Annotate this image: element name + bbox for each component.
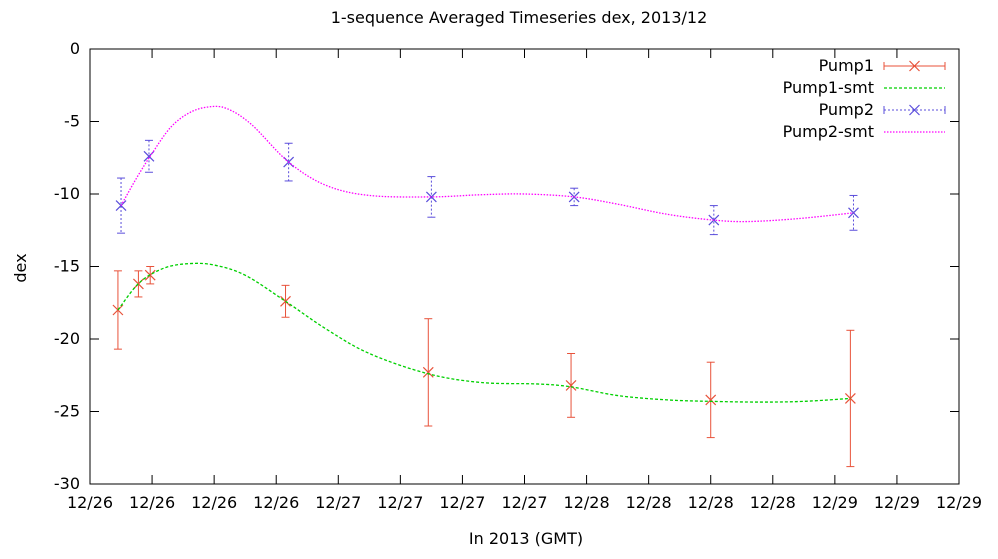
cross-marker: [425, 191, 437, 203]
x-tick-label: 12/27: [315, 493, 361, 512]
cross-marker: [848, 207, 859, 219]
data-point: [705, 361, 717, 439]
x-tick-label: 12/26: [191, 493, 237, 512]
legend-marker: [909, 104, 920, 116]
x-ticks: 12/26 12/26 12/26 12/26 12/27 12/27 12/27 12/27…: [67, 49, 982, 512]
data-point: [143, 139, 155, 173]
x-tick-label: 12/29: [812, 493, 858, 512]
cross-marker: [112, 304, 124, 316]
legend-label: Pump1-smt: [783, 78, 874, 97]
x-axis-label: In 2013 (GMT): [469, 529, 583, 548]
x-tick-label: 12/26: [129, 493, 175, 512]
series-pump2: [115, 139, 859, 236]
data-point: [425, 176, 437, 218]
x-tick-label: 12/27: [439, 493, 485, 512]
y-tick-label: -5: [64, 112, 80, 131]
x-tick-label: 12/29: [936, 493, 982, 512]
x-tick-label: 12/26: [67, 493, 113, 512]
legend-marker: [909, 60, 920, 72]
legend-label: Pump2-smt: [783, 122, 874, 141]
y-tick-label: 0: [70, 39, 80, 58]
x-tick-label: 12/26: [253, 493, 299, 512]
cross-marker: [565, 379, 577, 391]
data-point: [422, 318, 434, 427]
series-line: [117, 262, 851, 403]
legend-entry: Pump2: [819, 100, 946, 119]
cross-marker: [422, 366, 434, 378]
legend-label: Pump2: [819, 100, 874, 119]
data-point: [132, 270, 144, 298]
y-tick-label: -20: [54, 329, 80, 348]
series-layer: [112, 105, 859, 468]
x-tick-label: 12/27: [377, 493, 423, 512]
legend-entry: Pump2-smt: [783, 122, 945, 141]
data-point: [565, 353, 577, 418]
legend-entry: Pump1-smt: [783, 78, 945, 97]
series-pump2-smt: [120, 105, 854, 223]
legend-label: Pump1: [819, 56, 874, 75]
y-ticks: 0 -5 -10 -15 -20 -25 -30: [54, 39, 959, 493]
x-tick-label: 12/28: [688, 493, 734, 512]
series-pump1-smt: [117, 262, 851, 403]
y-tick-label: -30: [54, 474, 80, 493]
x-tick-label: 12/29: [874, 493, 920, 512]
x-tick-label: 12/28: [564, 493, 610, 512]
legend: Pump1 Pump1-smt Pump2 Pump2-smt: [783, 56, 946, 141]
y-tick-label: -10: [54, 184, 80, 203]
chart-title: 1-sequence Averaged Timeseries dex, 2013…: [331, 8, 708, 27]
y-tick-label: -15: [54, 257, 80, 276]
x-tick-label: 12/28: [750, 493, 796, 512]
series-pump1: [112, 266, 856, 468]
legend-entry: Pump1: [819, 56, 946, 75]
y-axis-label: dex: [11, 253, 30, 282]
x-tick-label: 12/27: [501, 493, 547, 512]
cross-marker: [705, 394, 717, 406]
series-line: [120, 105, 854, 223]
y-tick-label: -25: [54, 402, 80, 421]
x-tick-label: 12/28: [626, 493, 672, 512]
